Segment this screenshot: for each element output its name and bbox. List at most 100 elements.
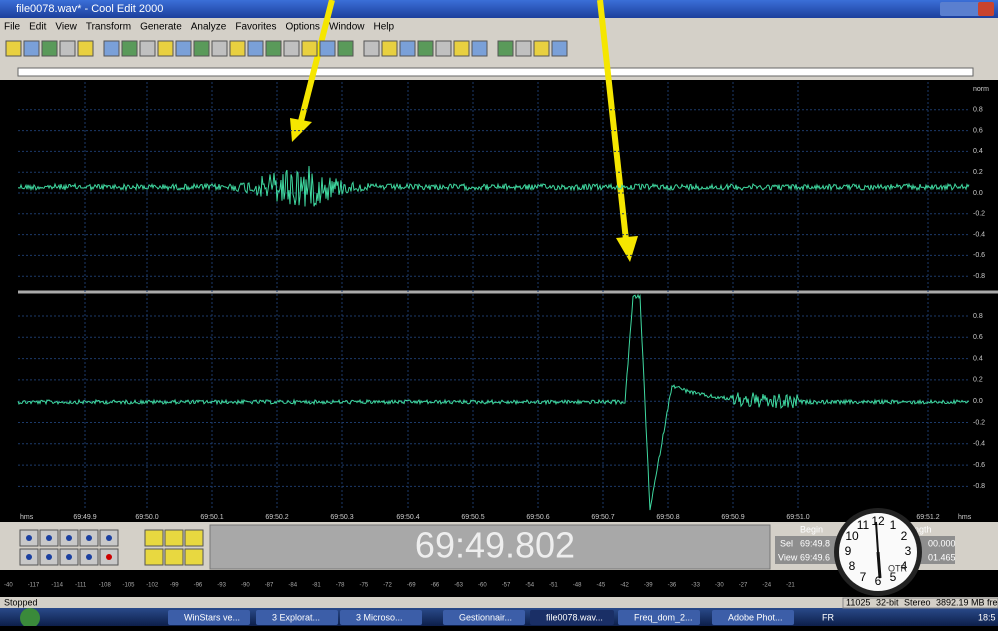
tool-button[interactable] — [471, 40, 488, 57]
task-button[interactable] — [256, 610, 338, 625]
task-label: Gestionnair... — [459, 612, 512, 622]
meter-label: -117 — [28, 583, 40, 589]
transport-icon — [106, 554, 112, 560]
zoom-button[interactable] — [184, 548, 204, 566]
task-button[interactable] — [712, 610, 794, 625]
menu-item[interactable]: View — [55, 22, 77, 33]
transport-icon — [26, 535, 32, 541]
tool-button[interactable] — [77, 40, 94, 57]
scale-label: 0.2 — [973, 169, 983, 176]
tool-button[interactable] — [265, 40, 282, 57]
zoom-button[interactable] — [184, 529, 204, 547]
ruler-label: 69:49.9 — [73, 514, 96, 521]
tool-button[interactable] — [175, 40, 192, 57]
arrow — [597, 0, 629, 241]
menu-item[interactable]: Help — [374, 22, 395, 33]
tool-button[interactable] — [23, 40, 40, 57]
scale-label: -0.2 — [973, 419, 985, 426]
menu-bar — [0, 18, 998, 36]
meter-label: -75 — [360, 583, 369, 589]
menu-item[interactable]: File — [4, 22, 21, 33]
meter-label: -72 — [383, 583, 392, 589]
tool-button[interactable] — [497, 40, 514, 57]
menu-item[interactable]: Analyze — [191, 22, 227, 33]
tool-button[interactable] — [139, 40, 156, 57]
transport-icon — [86, 535, 92, 541]
task-button[interactable] — [443, 610, 525, 625]
tool-button[interactable] — [337, 40, 354, 57]
title-bar — [0, 0, 998, 18]
zoom-button[interactable] — [164, 548, 184, 566]
tool-button[interactable] — [319, 40, 336, 57]
clock-brand: OTR — [888, 563, 907, 573]
status-free: 3892.19 MB free — [936, 597, 998, 607]
menu-item[interactable]: Favorites — [235, 22, 276, 33]
ruler-label: 69:50.8 — [656, 514, 679, 521]
tool-button[interactable] — [193, 40, 210, 57]
waveform — [17, 165, 970, 207]
meter-label: -108 — [99, 583, 112, 589]
tool-button[interactable] — [399, 40, 416, 57]
task-button[interactable] — [618, 610, 700, 625]
tool-button[interactable] — [453, 40, 470, 57]
tool-button[interactable] — [157, 40, 174, 57]
task-button[interactable] — [340, 610, 422, 625]
overview-track[interactable] — [17, 67, 974, 77]
ruler-label: 69:50.5 — [461, 514, 484, 521]
meter-label: -54 — [525, 583, 534, 589]
tool-button[interactable] — [103, 40, 120, 57]
scale-label: -0.6 — [973, 462, 985, 469]
tool-button[interactable] — [551, 40, 568, 57]
meter-label: -51 — [549, 583, 558, 589]
tool-button[interactable] — [229, 40, 246, 57]
close-button[interactable] — [978, 2, 994, 16]
scale-label: 0.8 — [973, 107, 983, 114]
clock-number: 4 — [901, 559, 908, 573]
tool-button[interactable] — [435, 40, 452, 57]
zoom-button[interactable] — [144, 529, 164, 547]
menu-item[interactable]: Edit — [29, 22, 46, 33]
tool-button[interactable] — [363, 40, 380, 57]
task-label: WinStars ve... — [184, 612, 240, 622]
tool-button[interactable] — [417, 40, 434, 57]
scale-label: 0.2 — [973, 377, 983, 384]
tool-button[interactable] — [5, 40, 22, 57]
menu-item[interactable]: Window — [329, 22, 365, 33]
value: 69:49.6 — [800, 552, 830, 562]
zoom-button[interactable] — [144, 548, 164, 566]
tool-button[interactable] — [59, 40, 76, 57]
menu-item[interactable]: Transform — [86, 22, 131, 33]
zoom-button[interactable] — [164, 529, 184, 547]
tool-button[interactable] — [247, 40, 264, 57]
ruler-label: 69:50.7 — [591, 514, 614, 521]
ruler-label: 69:50.9 — [721, 514, 744, 521]
tool-button[interactable] — [301, 40, 318, 57]
tool-button[interactable] — [515, 40, 532, 57]
meter-label: -39 — [644, 583, 653, 589]
scale-label: 0.8 — [973, 313, 983, 320]
tool-button[interactable] — [381, 40, 398, 57]
clock-number: 11 — [857, 518, 870, 532]
clock-hand — [875, 521, 879, 553]
value: 69:49.8 — [800, 538, 830, 548]
clock-number: 1 — [890, 518, 897, 532]
task-button[interactable] — [530, 610, 614, 625]
menu-item[interactable]: Options — [285, 22, 319, 33]
meter-label: -57 — [502, 583, 511, 589]
arrow-head — [616, 236, 638, 262]
menu-item[interactable]: Generate — [140, 22, 182, 33]
tool-button[interactable] — [283, 40, 300, 57]
task-button[interactable] — [168, 610, 250, 625]
tool-button[interactable] — [211, 40, 228, 57]
value: 01.465 — [928, 552, 956, 562]
tool-button[interactable] — [121, 40, 138, 57]
meter-label: -63 — [454, 583, 463, 589]
meter-label: -69 — [407, 583, 416, 589]
tool-button[interactable] — [533, 40, 550, 57]
tool-button[interactable] — [41, 40, 58, 57]
start-button[interactable] — [20, 608, 40, 628]
meter-label: -21 — [786, 583, 795, 589]
ruler-label: 69:51.0 — [786, 514, 809, 521]
clock-number: 7 — [860, 570, 867, 584]
